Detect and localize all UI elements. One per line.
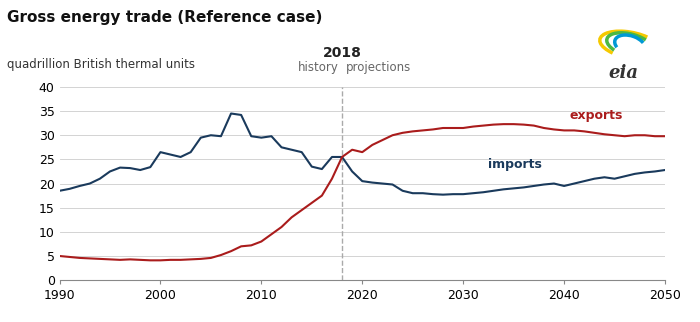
Text: eia: eia — [608, 64, 638, 82]
Text: history: history — [298, 61, 339, 74]
Text: Gross energy trade (Reference case): Gross energy trade (Reference case) — [7, 10, 323, 25]
Text: imports: imports — [489, 158, 542, 171]
Text: quadrillion British thermal units: quadrillion British thermal units — [7, 58, 195, 71]
Text: 2018: 2018 — [323, 46, 361, 60]
Text: exports: exports — [569, 109, 622, 122]
Text: projections: projections — [346, 61, 411, 74]
